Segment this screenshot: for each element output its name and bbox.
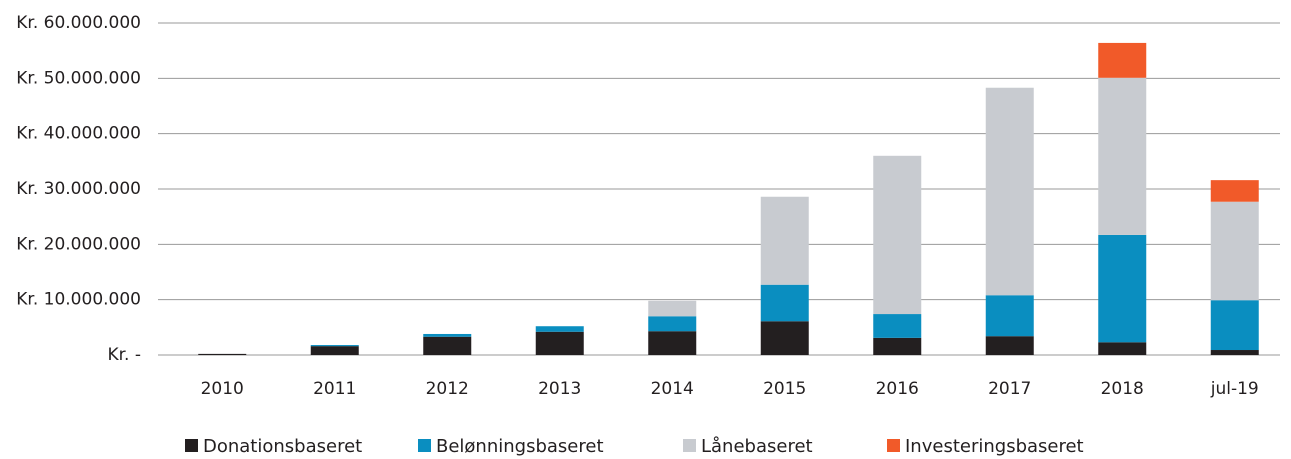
x-tick-label: 2015 <box>763 379 806 399</box>
bar-segment <box>1098 42 1147 78</box>
bar-segment <box>648 316 697 332</box>
y-tick-label: Kr. 20.000.000 <box>16 234 141 254</box>
legend-swatch <box>683 439 696 452</box>
legend-swatch <box>418 439 431 452</box>
bar-segment <box>760 321 809 355</box>
bar-segment <box>535 331 584 355</box>
y-tick-label: Kr. 40.000.000 <box>16 124 141 144</box>
bar-segment <box>760 196 809 285</box>
bar-segment <box>1210 350 1259 355</box>
legend-swatch <box>185 439 198 452</box>
y-tick-label: Kr. 60.000.000 <box>16 13 141 33</box>
y-tick-label: Kr. 10.000.000 <box>16 290 141 310</box>
x-tick-label: 2016 <box>876 379 919 399</box>
bar-segment <box>535 326 584 332</box>
bar-segment <box>1210 300 1259 351</box>
x-tick-label: 2011 <box>313 379 356 399</box>
y-tick-label: Kr. 50.000.000 <box>16 68 141 88</box>
bar-segment <box>1098 342 1147 355</box>
bar-segment <box>985 295 1034 337</box>
legend-swatch <box>887 439 900 452</box>
y-tick-label: Kr. 30.000.000 <box>16 179 141 199</box>
x-tick-label: 2012 <box>426 379 469 399</box>
bar-segment <box>873 337 922 355</box>
bar-segment <box>1098 77 1147 235</box>
bar-segment <box>873 314 922 338</box>
x-tick-label: jul-19 <box>1210 379 1259 399</box>
legend-label: Lånebaseret <box>701 436 813 457</box>
x-tick-label: 2010 <box>201 379 244 399</box>
bar-segment <box>1210 180 1259 202</box>
x-tick-label: 2017 <box>988 379 1031 399</box>
bar-segment <box>985 336 1034 355</box>
bar-segment <box>648 331 697 355</box>
bar-segment <box>1098 234 1147 343</box>
bar-segment <box>423 336 472 355</box>
bar-segment <box>985 87 1034 296</box>
legend-label: Investeringsbaseret <box>905 436 1084 457</box>
bar-segment <box>760 284 809 322</box>
bar-segment <box>1210 201 1259 301</box>
x-tick-label: 2018 <box>1101 379 1144 399</box>
legend-label: Donationsbaseret <box>203 436 362 457</box>
bar-segment <box>310 346 359 355</box>
bar-segment <box>648 300 697 317</box>
bar-segment <box>873 155 922 315</box>
x-tick-label: 2013 <box>538 379 581 399</box>
x-tick-label: 2014 <box>651 379 694 399</box>
bar-segment <box>198 353 247 355</box>
y-tick-label: Kr. - <box>107 345 141 365</box>
legend-label: Belønningsbaseret <box>436 436 604 457</box>
bar-segment <box>310 345 359 347</box>
bar-segment <box>423 333 472 337</box>
